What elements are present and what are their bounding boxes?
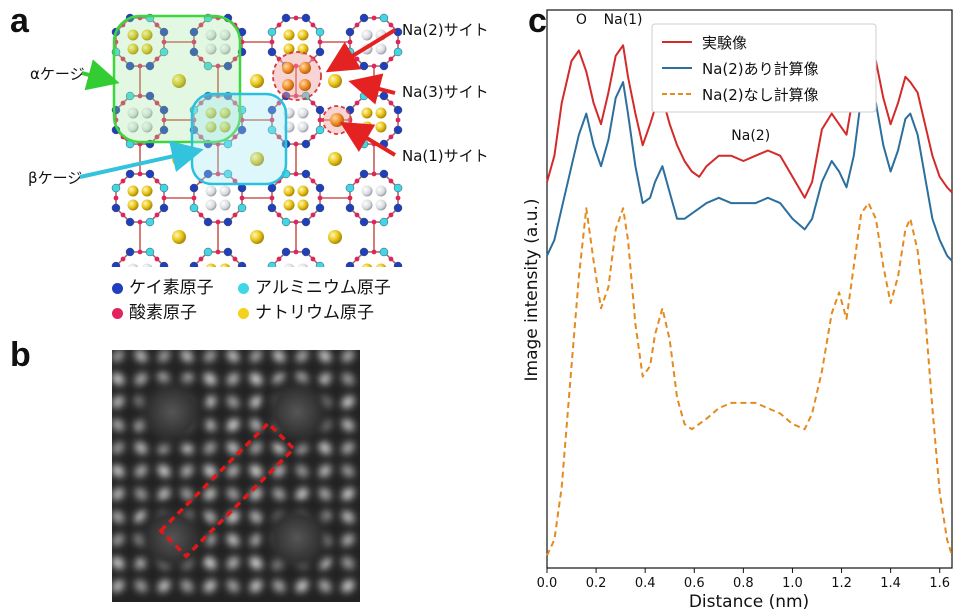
aluminum-dot-icon xyxy=(238,283,249,294)
na-site-atoms xyxy=(282,62,344,127)
x-tick-label: 1.0 xyxy=(782,576,803,591)
peak-annotation: O xyxy=(576,12,587,28)
x-tick-label: 0.2 xyxy=(586,576,607,591)
alpha-cage-label: αケージ xyxy=(30,65,85,83)
x-tick-label: 0.0 xyxy=(537,576,558,591)
x-tick-layer: 0.0 0.2 0.4 0.6 0.8 1.0 1.2 1.4 1.6 xyxy=(537,568,950,591)
peak-annotation: Na(1) xyxy=(604,12,643,28)
series-layer xyxy=(546,39,953,556)
panel-letter-a: a xyxy=(10,2,29,40)
stem-image xyxy=(112,350,360,602)
series-line-0 xyxy=(546,39,953,199)
atom-legend-aluminum: アルミニウム原子 xyxy=(238,280,391,297)
x-tick-label: 0.4 xyxy=(635,576,656,591)
beta-cage-highlight xyxy=(190,92,288,186)
na2-site-highlight xyxy=(272,51,322,101)
na2-site-label: Na(2)サイト xyxy=(402,21,489,39)
peak-annotation: Na(2) xyxy=(731,128,770,144)
beta-cage-label: βケージ xyxy=(28,169,83,187)
legend-label-experimental: 実験像 xyxy=(702,34,747,52)
framework-atoms xyxy=(111,13,403,267)
x-tick-label: 1.6 xyxy=(929,576,950,591)
chart-legend: 実験像 Na(2)あり計算像 Na(2)なし計算像 xyxy=(651,23,877,113)
atom-legend-label: アルミニウム原子 xyxy=(255,278,391,298)
atom-legend-label: 酸素原子 xyxy=(129,303,197,323)
intensity-profile-chart: 0.00.20.40.60.81.01.21.41.6 ONa(1)ONa(2)… xyxy=(522,9,953,612)
x-tick-label: 1.2 xyxy=(831,576,852,591)
panel-letter-c: c xyxy=(528,2,547,40)
panel-letter-b: b xyxy=(10,336,31,374)
x-axis-label: Distance (nm) xyxy=(689,592,809,612)
atom-legend-sodium: ナトリウム原子 xyxy=(238,305,374,322)
y-axis-label: Image intensity (a.u.) xyxy=(522,198,542,381)
x-tick-label: 0.6 xyxy=(684,576,705,591)
na1-site-label: Na(1)サイト xyxy=(402,147,489,165)
atom-legend-oxygen: 酸素原子 xyxy=(112,305,197,322)
legend-label-without-na2: Na(2)なし計算像 xyxy=(702,86,819,104)
atom-legend-silicon: ケイ素原子 xyxy=(112,280,214,297)
series-line-2 xyxy=(546,202,953,556)
crystal-structure-figure xyxy=(111,13,403,267)
x-tick-label: 1.4 xyxy=(880,576,901,591)
oxygen-dot-icon xyxy=(112,308,123,319)
x-tick-label: 0.8 xyxy=(733,576,754,591)
sodium-dot-icon xyxy=(238,308,249,319)
atom-legend-label: ケイ素原子 xyxy=(129,278,214,298)
na3-site-label: Na(3)サイト xyxy=(402,83,489,101)
silicon-dot-icon xyxy=(112,283,123,294)
legend-label-with-na2: Na(2)あり計算像 xyxy=(702,60,819,78)
atom-legend-label: ナトリウム原子 xyxy=(255,303,374,323)
series-line-1 xyxy=(546,81,953,262)
